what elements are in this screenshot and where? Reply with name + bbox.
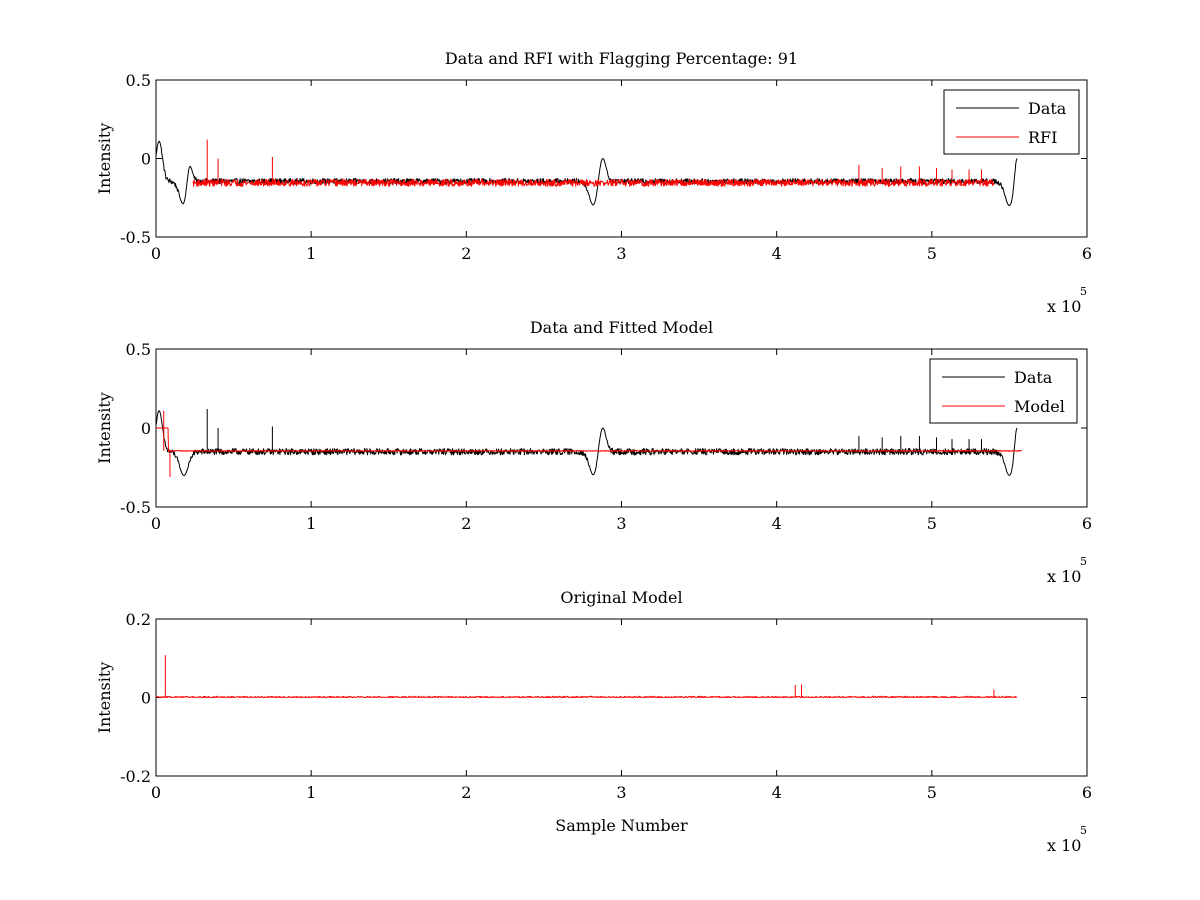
series-line xyxy=(156,695,1018,698)
x-tick-label: 0 xyxy=(151,244,161,263)
y-tick-label: 0 xyxy=(141,419,151,438)
y-axis-label: Intensity xyxy=(95,662,114,734)
chart-title: Data and Fitted Model xyxy=(530,318,713,337)
legend-box xyxy=(929,358,1078,424)
x-exponent-power: 5 xyxy=(1080,555,1087,568)
y-tick-label: -0.5 xyxy=(120,498,151,517)
x-exponent-label: x 10 xyxy=(1047,836,1081,855)
x-tick-label: 6 xyxy=(1082,514,1092,533)
y-tick-label: 0 xyxy=(141,689,151,708)
x-tick-label: 1 xyxy=(306,244,316,263)
x-exponent-label: x 10 xyxy=(1047,567,1081,586)
x-tick-label: 6 xyxy=(1082,244,1092,263)
x-tick-label: 4 xyxy=(772,514,782,533)
x-exponent-label: x 10 xyxy=(1047,297,1081,316)
y-axis-label: Intensity xyxy=(95,392,114,464)
y-tick-label: -0.5 xyxy=(120,228,151,247)
x-tick-label: 6 xyxy=(1082,783,1092,802)
y-axis-label: Intensity xyxy=(95,123,114,195)
y-tick-label: -0.2 xyxy=(120,767,151,786)
chart-title: Original Model xyxy=(560,588,682,607)
x-tick-label: 2 xyxy=(461,244,471,263)
y-tick-label: 0.5 xyxy=(126,340,151,359)
x-tick-label: 1 xyxy=(306,514,316,533)
y-tick-label: 0 xyxy=(141,150,151,169)
legend: Data RFI xyxy=(943,89,1080,155)
x-tick-label: 5 xyxy=(927,783,937,802)
series-line xyxy=(192,178,995,187)
legend-label: Data xyxy=(1014,368,1053,387)
legend-label: Model xyxy=(1014,397,1065,416)
series-model xyxy=(156,410,1022,477)
legend-box xyxy=(943,89,1080,155)
x-exponent-power: 5 xyxy=(1080,824,1087,837)
x-tick-label: 4 xyxy=(772,783,782,802)
x-tick-label: 5 xyxy=(927,244,937,263)
y-tick-label: 0.2 xyxy=(126,610,151,629)
x-tick-label: 0 xyxy=(151,514,161,533)
x-tick-label: 2 xyxy=(461,783,471,802)
legend-label: Data xyxy=(1028,99,1067,118)
x-axis-label: Sample Number xyxy=(555,816,688,835)
series-original-model xyxy=(156,655,1018,698)
y-tick-label: 0.5 xyxy=(126,71,151,90)
legend: Data Model xyxy=(929,358,1078,424)
series-line xyxy=(156,427,1022,452)
x-tick-label: 2 xyxy=(461,514,471,533)
x-tick-label: 0 xyxy=(151,783,161,802)
legend-label: RFI xyxy=(1028,128,1057,147)
x-tick-label: 3 xyxy=(616,514,626,533)
x-tick-label: 3 xyxy=(616,783,626,802)
x-tick-label: 4 xyxy=(772,244,782,263)
chart-title: Data and RFI with Flagging Percentage: 9… xyxy=(445,49,798,68)
series-rfi xyxy=(192,139,995,187)
x-tick-label: 5 xyxy=(927,514,937,533)
x-exponent-power: 5 xyxy=(1080,285,1087,298)
x-tick-label: 3 xyxy=(616,244,626,263)
x-tick-label: 1 xyxy=(306,783,316,802)
